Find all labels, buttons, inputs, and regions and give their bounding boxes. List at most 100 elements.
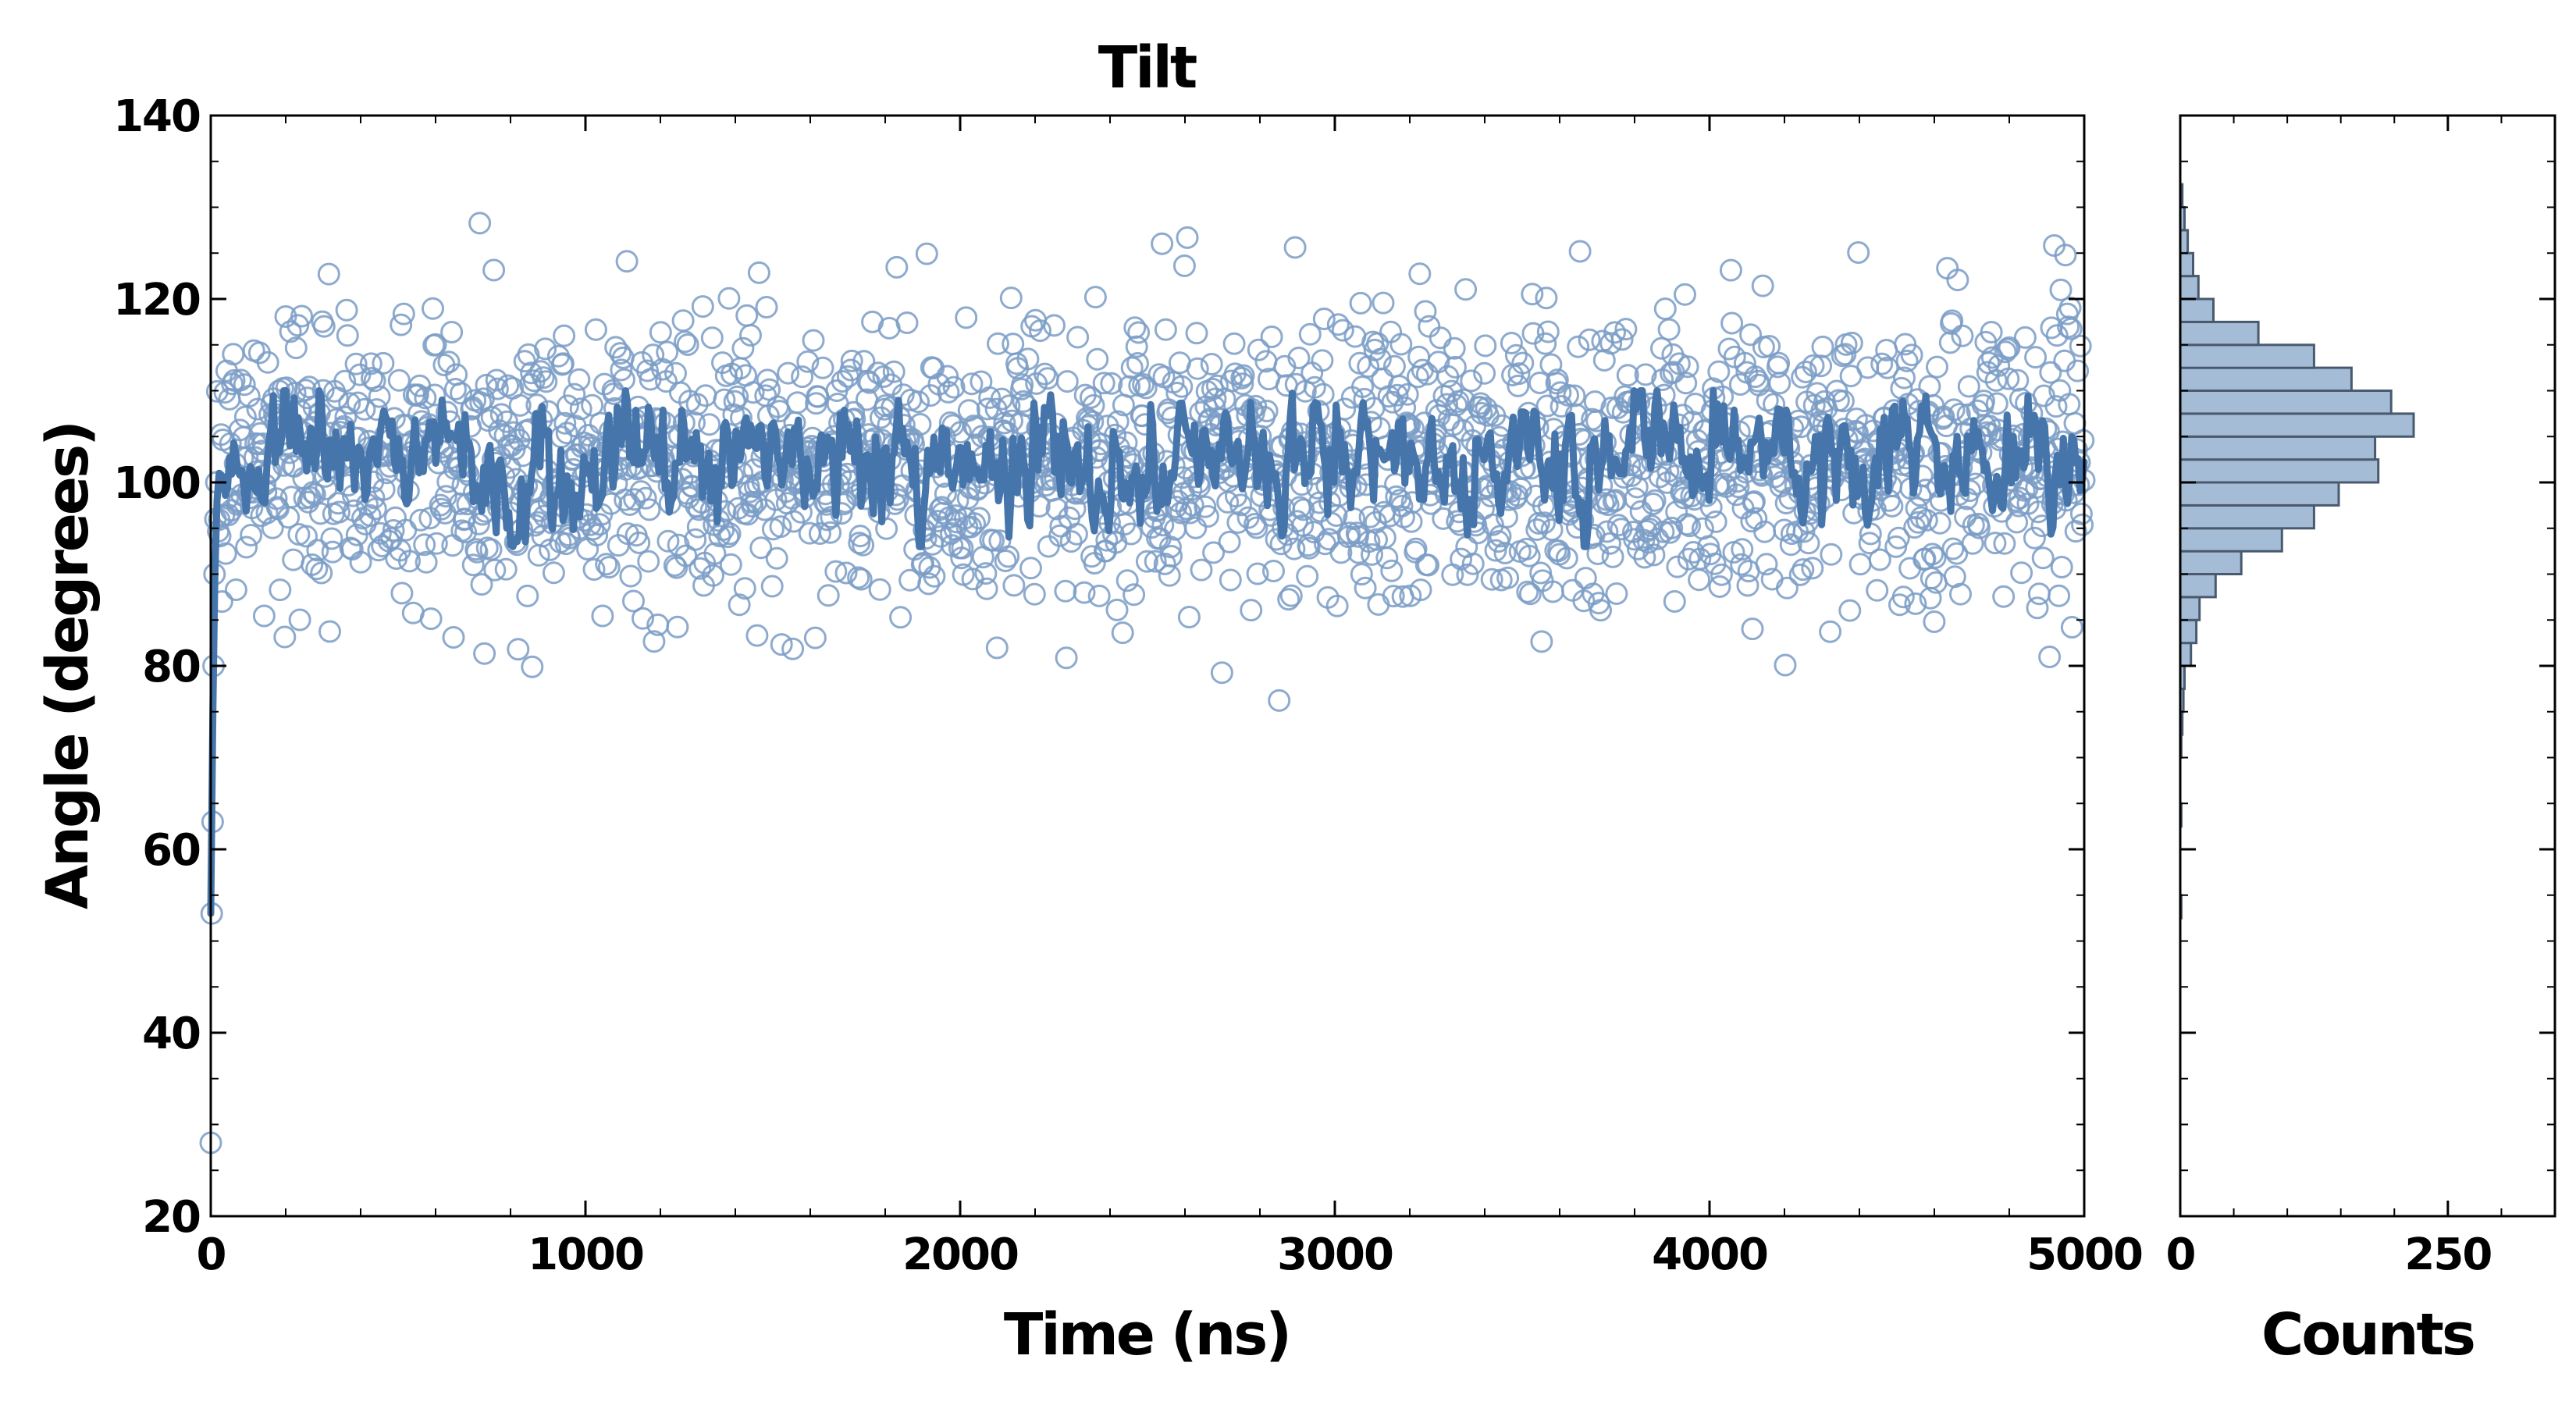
scatter-point (717, 525, 740, 549)
scatter-point (1657, 318, 1681, 341)
scatter-point (923, 564, 946, 588)
scatter-point (1959, 479, 1981, 503)
histogram-bar (2179, 390, 2393, 415)
scatter-point (2048, 584, 2071, 607)
scatter-point (205, 379, 229, 403)
scatter-point (1992, 585, 2016, 608)
scatter-point (483, 558, 507, 582)
scatter-point (1493, 542, 1517, 564)
scatter-point (1194, 495, 1217, 518)
scatter-point (467, 512, 490, 535)
scatter-point (1396, 382, 1419, 406)
y-axis-title: Angle (degrees) (34, 422, 101, 909)
scatter-point (1973, 390, 1995, 413)
scatter-point (1518, 582, 1542, 606)
scatter-point (306, 539, 329, 562)
scatter-point (1847, 241, 1870, 264)
scatter-point (676, 333, 699, 356)
scatter-point (949, 421, 972, 444)
scatter-point (1957, 375, 1980, 398)
scatter-point (852, 533, 875, 557)
scatter-point (1054, 579, 1077, 603)
scatter-point (2069, 334, 2092, 358)
scatter-point (1555, 546, 1578, 570)
scatter-point (1533, 511, 1556, 535)
scatter-point (1675, 513, 1699, 536)
scatter-point (868, 578, 891, 601)
scatter-point (473, 642, 496, 665)
scatter-point (889, 606, 913, 629)
scatter-point (556, 394, 579, 418)
scatter-point (1386, 383, 1409, 407)
scatter-point (628, 531, 651, 554)
scatter-point (309, 502, 332, 525)
scatter-point (1473, 361, 1496, 385)
scatter-point (1946, 269, 1969, 292)
scatter-point (791, 365, 814, 389)
scatter-point (353, 397, 376, 421)
scatter-point (1023, 582, 1046, 606)
scatter-point (1279, 584, 1303, 607)
scatter-point (1984, 532, 2007, 555)
scatter-point (638, 498, 661, 521)
histogram-bar (2179, 481, 2340, 507)
scatter-point (1495, 505, 1518, 528)
scatter-point (1840, 331, 1863, 354)
scatter-point (649, 321, 672, 344)
scatter-point (553, 411, 577, 435)
y-tick-label: 60 (142, 825, 200, 876)
scatter-point (288, 608, 311, 632)
scatter-point (1144, 550, 1167, 573)
scatter-point (1984, 368, 2008, 392)
y-tick-label: 100 (113, 458, 200, 509)
scatter-point (409, 508, 432, 532)
scatter-point (450, 382, 473, 405)
scatter-point (1086, 347, 1109, 371)
scatter-point (1779, 533, 1802, 557)
scatter-point (585, 524, 609, 546)
scatter-point (437, 350, 461, 374)
histogram-x-axis-title: Counts (2261, 1301, 2474, 1368)
scatter-point (387, 368, 411, 392)
scatter-point (770, 633, 793, 656)
chart-title: Tilt (1098, 34, 1197, 101)
scatter-point (1262, 560, 1285, 582)
scatter-point (588, 513, 611, 536)
scatter-point (1720, 311, 1744, 335)
scatter-point (717, 286, 741, 310)
scatter-point (1055, 370, 1079, 393)
scatter-point (840, 349, 863, 372)
scatter-point (2044, 395, 2068, 418)
scatter-point (349, 550, 372, 574)
scatter-point (1921, 543, 1944, 566)
scatter-point (1469, 392, 1493, 415)
scatter-point (284, 336, 308, 360)
scatter-point (424, 333, 447, 356)
scatter-point (1343, 507, 1366, 531)
scatter-point (1019, 557, 1042, 580)
scatter-point (702, 564, 724, 587)
x-tick-label: 1000 (528, 1229, 643, 1280)
scatter-point (1610, 328, 1634, 351)
scatter-point (849, 525, 872, 548)
histogram-bar (2179, 573, 2217, 599)
scatter-point (1481, 513, 1504, 536)
scatter-point (295, 525, 318, 548)
scatter-point (1083, 286, 1107, 309)
scatter-point (1819, 620, 1842, 643)
scatter-point (685, 393, 709, 416)
scatter-point (1454, 278, 1478, 301)
scatter-point (1635, 519, 1658, 543)
scatter-point (273, 625, 297, 649)
scatter-point (942, 375, 966, 399)
scatter-point (777, 361, 800, 385)
scatter-point (305, 557, 329, 581)
scatter-point (998, 394, 1021, 418)
scatter-point (1968, 516, 1991, 539)
scatter-point (1408, 262, 1432, 286)
scatter-point (252, 604, 276, 628)
scatter-point (1731, 538, 1754, 561)
scatter-point (1389, 333, 1413, 356)
scatter-point (1666, 555, 1689, 578)
scatter-point (1794, 361, 1817, 383)
